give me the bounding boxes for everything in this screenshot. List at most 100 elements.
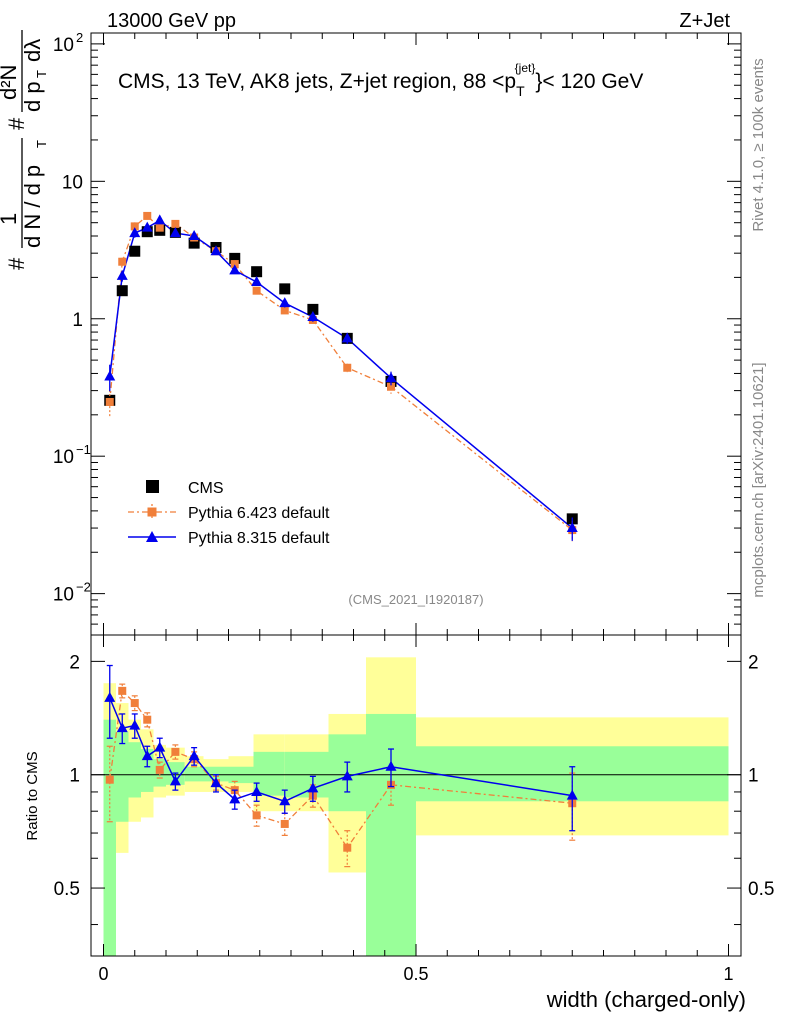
data-point-pythia8: [566, 522, 578, 533]
ratio-point-pythia8: [154, 741, 166, 752]
x-tick-label: 1: [723, 964, 733, 984]
ratio-point-pythia8: [229, 793, 241, 804]
data-point-pythia6: [387, 382, 395, 391]
ylabel-dp: d p: [20, 81, 45, 112]
title-main: CMS, 13 TeV, AK8 jets, Z+jet region, 88 …: [118, 70, 516, 93]
ratio-point-pythia6: [280, 819, 289, 828]
legend-label-cms: CMS: [188, 480, 224, 497]
ratio-tick-label-right: 1: [748, 766, 759, 787]
ratio-tick-label: 1: [69, 766, 80, 787]
rivet-version-label: Rivet 4.1.0, ≥ 100k events: [750, 58, 767, 231]
ratio-point-pythia6: [118, 686, 127, 695]
series-line-pythia6: [109, 215, 573, 531]
data-point-cms: [251, 266, 263, 278]
ratio-point-pythia8: [116, 722, 128, 733]
data-point-pythia8: [307, 310, 319, 321]
data-point-pythia8: [154, 214, 166, 225]
ylabel-dlambda: dλ: [20, 39, 45, 62]
title-tail: }< 120 GeV: [535, 70, 643, 93]
ratio-point-pythia6: [130, 699, 139, 708]
chart-title: CMS, 13 TeV, AK8 jets, Z+jet region, 88 …: [118, 61, 643, 99]
x-tick-label: 0.5: [403, 964, 428, 984]
legend-marker-cms: [146, 480, 159, 493]
legend: CMS Pythia 6.423 default Pythia 8.315 de…: [128, 480, 330, 547]
ylabel-sub-t-1: T: [34, 140, 49, 148]
x-axis-label: width (charged-only): [546, 987, 746, 1012]
data-point-pythia6: [118, 257, 127, 266]
ylabel-d2n: d²N: [0, 65, 21, 100]
y-tick-exponent: 2: [76, 30, 83, 45]
data-point-pythia6: [230, 260, 239, 269]
data-point-cms: [307, 303, 319, 315]
ratio-band-green: [184, 766, 204, 782]
data-point-pythia8: [141, 221, 153, 232]
data-point-cms: [141, 226, 153, 238]
ratio-point-pythia6: [171, 747, 180, 756]
data-point-pythia8: [279, 297, 291, 308]
ratio-y-axis-label: Ratio to CMS: [24, 751, 41, 840]
legend-label-pythia8: Pythia 8.315 default: [188, 530, 330, 547]
ylabel-sub-t-2: T: [34, 70, 49, 78]
legend-label-pythia6: Pythia 6.423 default: [188, 505, 330, 522]
legend-marker-pythia8: [146, 531, 158, 542]
y-tick-label: 10: [53, 447, 74, 468]
ratio-point-pythia8: [169, 775, 181, 786]
ratio-point-pythia8: [307, 782, 319, 793]
data-point-cms: [116, 285, 128, 297]
ylabel-hash-1: #: [4, 257, 29, 270]
data-point-pythia8: [188, 230, 200, 241]
y-tick-label: 10: [62, 172, 83, 193]
y-tick-exponent: −2: [76, 580, 91, 595]
data-point-cms: [129, 245, 141, 257]
data-point-pythia6: [280, 306, 289, 315]
ratio-point-pythia8: [251, 785, 263, 796]
data-point-pythia6: [105, 397, 114, 406]
data-point-pythia6: [130, 222, 139, 231]
ratio-point-pythia8: [385, 760, 397, 771]
data-point-pythia8: [210, 245, 222, 256]
data-point-pythia6: [155, 223, 164, 232]
ratio-point-pythia6: [155, 765, 164, 774]
ratio-point-pythia8: [104, 691, 116, 702]
data-point-pythia6: [343, 363, 352, 372]
ratio-point-pythia8: [566, 789, 578, 800]
data-point-cms: [279, 283, 291, 295]
ratio-tick-label-right: 2: [748, 652, 759, 673]
main-y-axis-label: # 1 d N / d p T # d²N d p T dλ: [0, 30, 49, 270]
data-point-pythia8: [385, 372, 397, 383]
ratio-tick-label: 0.5: [54, 879, 80, 900]
ratio-point-pythia8: [210, 777, 222, 788]
header-right: Z+Jet: [679, 10, 730, 32]
ratio-point-pythia8: [141, 750, 153, 761]
ratio-tick-label: 2: [69, 652, 80, 673]
ratio-point-pythia6: [343, 843, 352, 852]
x-tick-label: 0: [98, 964, 108, 984]
y-tick-label: 10: [53, 585, 74, 606]
data-point-cms: [188, 237, 200, 249]
ratio-point-pythia8: [129, 719, 141, 730]
y-tick-label: 1: [72, 310, 83, 331]
ratio-point-pythia6: [143, 715, 152, 724]
data-point-pythia8: [104, 370, 116, 381]
ratio-band-green: [128, 742, 141, 798]
data-point-pythia6: [143, 211, 152, 220]
ylabel-hash-2: #: [4, 117, 29, 130]
ratio-point-pythia8: [279, 795, 291, 806]
ratio-band-green: [116, 731, 129, 822]
header-left: 13000 GeV pp: [107, 10, 236, 32]
ylabel-one: 1: [0, 213, 21, 225]
data-point-pythia8: [129, 227, 141, 238]
ratio-point-pythia6: [252, 811, 261, 820]
data-point-pythia8: [229, 264, 241, 275]
data-point-pythia6: [252, 286, 261, 295]
y-tick-label: 10: [53, 35, 74, 56]
title-subscript: T: [516, 83, 525, 99]
ratio-point-pythia8: [188, 750, 200, 761]
series-line-pythia8: [109, 219, 573, 529]
legend-marker-pythia6: [147, 507, 157, 517]
data-point-cms: [229, 252, 241, 264]
mcplots-label: mcplots.cern.ch [arXiv:2401.10621]: [750, 362, 767, 597]
title-superscript: {jet}: [515, 61, 536, 75]
data-point-pythia8: [251, 276, 263, 287]
